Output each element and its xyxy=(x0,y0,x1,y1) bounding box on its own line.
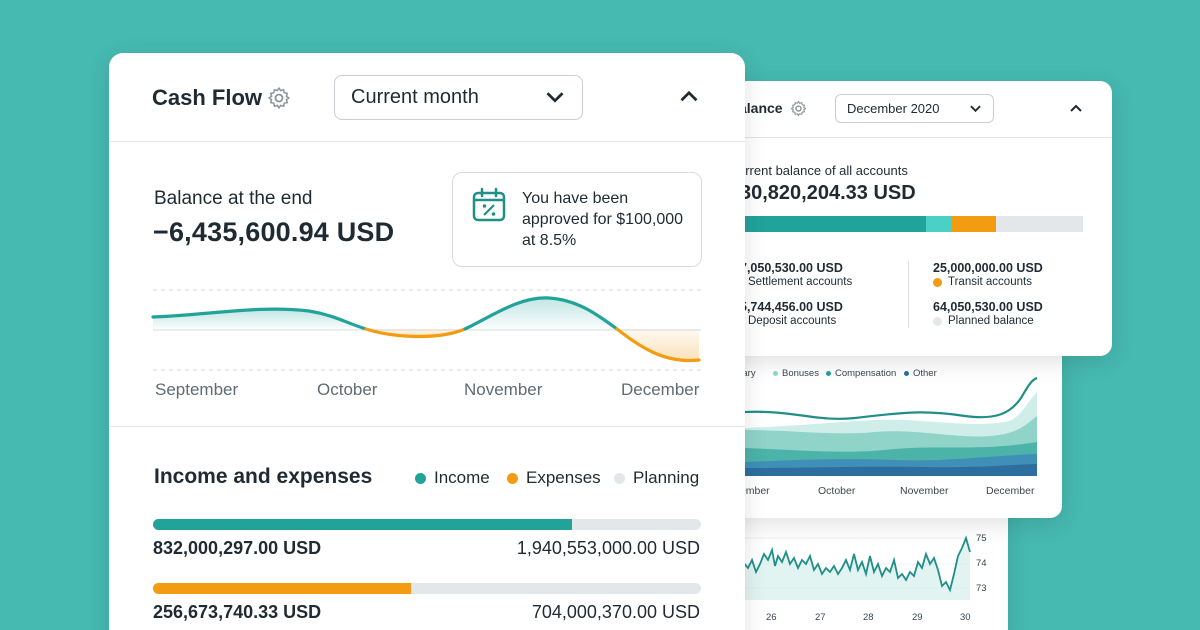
account-label-text: Deposit accounts xyxy=(748,315,837,327)
current-balance-value: 30,820,204.33 USD xyxy=(740,182,916,204)
salary-month-label: October xyxy=(818,485,856,497)
stock-x-tick: 26 xyxy=(766,612,777,623)
legend-item-income: Income xyxy=(415,468,490,488)
legend-dot xyxy=(933,277,942,287)
account-amount: 5,744,456.00 USD xyxy=(740,300,843,314)
legend-item-compensation: Compensation xyxy=(826,368,896,379)
account-label-text: Planned balance xyxy=(948,315,1034,327)
income-amount: 832,000,297.00 USD xyxy=(153,538,322,558)
account-label: Transit accounts xyxy=(933,276,1032,288)
chevron-down-icon xyxy=(546,92,564,103)
gear-icon[interactable] xyxy=(790,100,807,117)
legend-dot xyxy=(826,371,831,376)
bar-segment-transit xyxy=(951,216,997,232)
account-amount: 64,050,530.00 USD xyxy=(933,300,1043,314)
account-label: Deposit accounts xyxy=(748,315,836,327)
balance-at-end-label: Balance at the end xyxy=(154,188,313,209)
cash-flow-line-chart xyxy=(151,289,701,371)
period-select-value: Current month xyxy=(351,86,479,108)
account-label: Settlement accounts xyxy=(748,276,852,288)
chart-month-label: December xyxy=(621,380,700,399)
cash-flow-title: Cash Flow xyxy=(152,85,263,110)
stock-x-tick: 27 xyxy=(815,612,826,623)
bar-segment-planned xyxy=(996,216,1083,232)
chevron-up-icon[interactable] xyxy=(680,90,698,103)
legend-label: Expenses xyxy=(526,468,601,487)
expenses-progress-bar xyxy=(153,583,701,594)
legend-dot xyxy=(933,316,942,326)
balance-distribution-bar xyxy=(742,216,1083,232)
legend-label: Other xyxy=(913,368,937,379)
legend-label: alary xyxy=(735,368,756,379)
stock-y-tick: 74 xyxy=(976,558,987,569)
period-select[interactable]: Current month xyxy=(334,75,583,120)
divider xyxy=(908,261,909,328)
legend-label: Income xyxy=(434,468,490,487)
salary-area-chart xyxy=(744,376,1038,476)
legend-label: Bonuses xyxy=(782,368,819,379)
legend-item-bonuses: Bonuses xyxy=(773,368,819,379)
chart-month-label: September xyxy=(155,380,239,399)
stock-x-tick: 28 xyxy=(863,612,874,623)
current-balance-label: urrent balance of all accounts xyxy=(738,163,908,178)
chevron-up-icon[interactable] xyxy=(1070,104,1082,113)
expenses-planned: 704,000,370.00 USD xyxy=(531,602,700,622)
legend-item-planning: Planning xyxy=(614,468,699,488)
legend-dot xyxy=(415,472,426,484)
legend-dot xyxy=(773,371,778,376)
calendar-percent-icon xyxy=(472,187,506,222)
legend-dot xyxy=(507,472,518,484)
cash-flow-card: Cash Flow Current month Balance at the e… xyxy=(109,53,745,630)
legend-item-other: Other xyxy=(904,368,937,379)
legend-dot xyxy=(614,472,625,484)
balance-period-select[interactable]: December 2020 xyxy=(835,94,994,123)
income-expenses-title: Income and expenses xyxy=(154,465,373,488)
approval-message: You have been approved for $100,000 at 8… xyxy=(522,190,684,249)
legend-label: Compensation xyxy=(835,368,897,379)
legend-item-expenses: Expenses xyxy=(507,468,601,488)
chart-month-label: October xyxy=(317,380,378,399)
salary-month-label: December xyxy=(986,485,1035,497)
income-progress-bar xyxy=(153,519,701,530)
gear-icon[interactable] xyxy=(267,86,291,110)
balance-period-value: December 2020 xyxy=(847,101,940,116)
income-planned: 1,940,553,000.00 USD xyxy=(516,538,700,558)
account-label-text: Transit accounts xyxy=(948,276,1032,288)
chevron-down-icon xyxy=(970,105,981,113)
expenses-amount: 256,673,740.33 USD xyxy=(153,602,322,622)
expenses-progress-fill xyxy=(153,583,411,594)
bar-segment-settlement xyxy=(742,216,927,232)
stock-y-tick: 73 xyxy=(976,583,987,594)
loan-approval-notice[interactable]: You have been approved for $100,000 at 8… xyxy=(452,172,702,267)
salary-chart-card: alary Bonuses Compensation Other tember … xyxy=(705,330,1062,518)
account-label: Planned balance xyxy=(933,315,1034,327)
salary-month-label: tember xyxy=(737,485,770,497)
stock-x-tick: 30 xyxy=(960,612,971,623)
chart-month-label: November xyxy=(464,380,543,399)
section-divider xyxy=(109,426,745,427)
account-amount: 7,050,530.00 USD xyxy=(740,261,843,275)
legend-label: Planning xyxy=(633,468,700,487)
balance-header: alance December 2020 xyxy=(700,81,1112,138)
stock-y-tick: 75 xyxy=(976,533,987,544)
legend-dot xyxy=(904,371,909,376)
balance-card: alance December 2020 urrent balance of a… xyxy=(700,81,1112,356)
salary-month-label: November xyxy=(900,485,949,497)
bar-segment-deposit xyxy=(926,216,952,232)
stock-x-tick: 29 xyxy=(912,612,923,623)
account-amount: 25,000,000.00 USD xyxy=(933,261,1043,275)
balance-at-end-value: −6,435,600.94 USD xyxy=(153,217,395,247)
legend-item-salary: alary xyxy=(735,368,756,379)
balance-title: alance xyxy=(739,100,783,116)
stock-chart xyxy=(738,515,971,600)
account-label-text: Settlement accounts xyxy=(748,276,853,288)
income-progress-fill xyxy=(153,519,573,530)
cash-flow-header: Cash Flow Current month xyxy=(109,53,745,142)
